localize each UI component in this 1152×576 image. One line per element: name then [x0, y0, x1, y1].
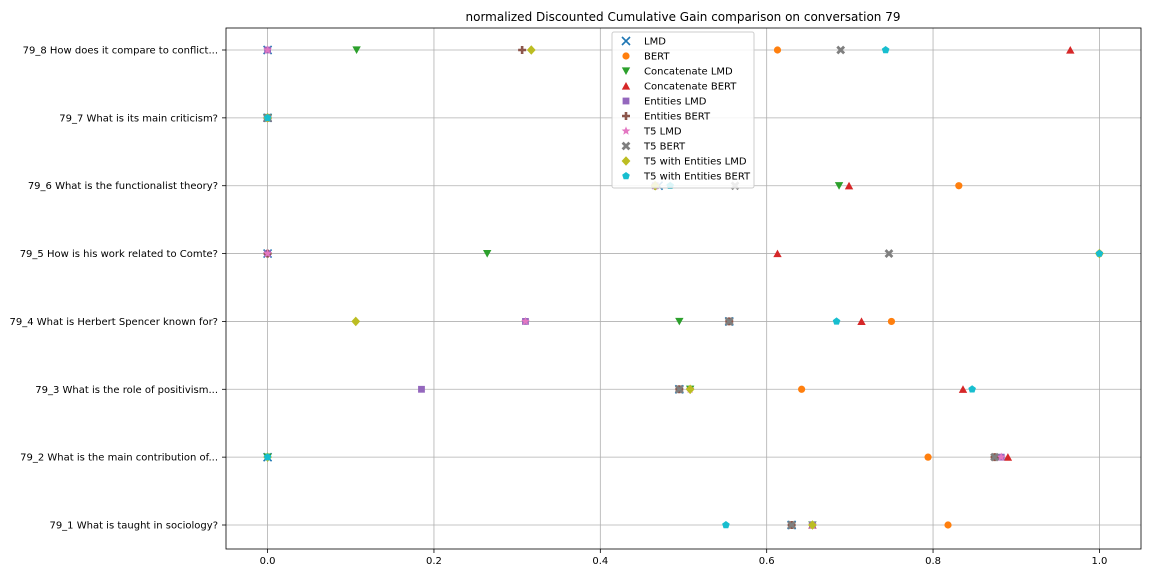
x-tick-label: 0.2 [426, 556, 442, 567]
legend-label: Entities BERT [644, 112, 711, 123]
data-point [724, 317, 734, 326]
legend-label: BERT [644, 52, 670, 63]
legend-label: Concatenate BERT [644, 82, 737, 93]
x-tick-label: 1.0 [1091, 556, 1107, 567]
data-point [263, 453, 272, 461]
x-tick-label: 0.6 [759, 556, 775, 567]
data-point [958, 385, 968, 393]
legend-label: LMD [644, 37, 666, 48]
data-point [881, 46, 890, 54]
legend-marker [621, 82, 631, 90]
legend-marker [622, 112, 630, 120]
data-point [263, 113, 272, 122]
data-point [884, 249, 894, 258]
data-point [685, 384, 695, 395]
series-t5-with-entities-bert [263, 46, 1104, 529]
data-point [1095, 249, 1104, 257]
chart-title: normalized Discounted Cumulative Gain co… [466, 10, 901, 24]
legend-label: T5 with Entities LMD [643, 157, 747, 168]
data-point [944, 521, 952, 529]
data-point [482, 249, 492, 258]
data-point [352, 46, 361, 54]
legend-item: T5 with Entities LMD [621, 156, 747, 168]
legend-marker [621, 67, 631, 75]
legend-marker [621, 141, 631, 151]
data-point [722, 521, 730, 529]
plot-frame [225, 27, 1142, 550]
data-point [773, 249, 782, 258]
y-tick-label: 79_8 How does it compare to conflict... [23, 46, 218, 57]
data-point [996, 452, 1006, 461]
y-tick-label: 79_5 How is his work related to Comte? [20, 249, 218, 260]
data-point [1066, 46, 1075, 54]
y-tick-label: 79_2 What is the main contribution of... [20, 453, 218, 464]
data-point [857, 317, 866, 326]
series-concatenate-lmd [263, 46, 844, 529]
legend-label: T5 BERT [643, 142, 686, 153]
legend-item: T5 BERT [621, 141, 686, 153]
data-point [834, 182, 844, 190]
data-point [887, 317, 896, 326]
legend-marker [622, 97, 630, 105]
y-tick-label: 79_1 What is taught in sociology? [49, 521, 218, 532]
data-point [521, 316, 530, 326]
legend-item: BERT [622, 52, 670, 63]
data-point [263, 45, 272, 54]
data-point [675, 317, 684, 326]
y-tick-label: 79_4 What is Herbert Spencer known for? [9, 317, 218, 328]
data-point [787, 520, 797, 530]
data-point [798, 385, 806, 393]
legend-label: T5 with Entities BERT [643, 172, 751, 183]
legend-marker [622, 172, 630, 180]
x-tick-label: 0.8 [925, 556, 941, 567]
legend-item: T5 with Entities BERT [622, 172, 751, 183]
legend-label: Concatenate LMD [644, 67, 733, 78]
data-point [924, 453, 932, 461]
legend: LMD BERT Concatenate LMD Concatenate BERT En… [611, 31, 755, 189]
legend-item: Entities LMD [622, 97, 707, 108]
x-tick-label: 0.0 [260, 556, 276, 567]
data-point [844, 181, 854, 190]
data-point [968, 385, 976, 393]
legend-item: Concatenate BERT [621, 82, 737, 93]
y-tick-label: 79_7 What is its main criticism? [59, 113, 218, 124]
legend-marker [622, 52, 630, 60]
y-tick-label: 79_3 What is the role of positivism... [35, 385, 218, 396]
data-point [836, 45, 846, 55]
legend-label: Entities LMD [644, 97, 707, 108]
data-points [263, 45, 1104, 530]
data-point [990, 452, 999, 462]
data-point [674, 384, 684, 394]
data-point [526, 45, 536, 55]
data-point [955, 182, 963, 190]
legend-marker [621, 36, 631, 46]
legend-item: LMD [621, 36, 666, 48]
data-point [773, 46, 782, 54]
data-point [518, 46, 527, 54]
y-tick-label: 79_6 What is the functionalist theory? [28, 181, 218, 192]
x-tick-label: 0.4 [592, 556, 608, 567]
legend-item: Entities BERT [622, 112, 711, 123]
axes: 0.0 0.2 0.4 0.6 0.8 1.0 79_1 What is taught in… [9, 27, 1142, 567]
legend-item: Concatenate LMD [621, 67, 733, 78]
data-point [351, 316, 361, 327]
data-point [263, 248, 272, 258]
legend-item: T5 LMD [621, 126, 682, 138]
data-point [832, 317, 841, 325]
legend-box [611, 31, 755, 189]
legend-marker [621, 156, 631, 166]
data-point [1003, 453, 1013, 461]
legend-marker [621, 126, 631, 135]
data-point [418, 385, 425, 393]
data-point [808, 520, 817, 530]
legend-label: T5 LMD [643, 127, 682, 138]
